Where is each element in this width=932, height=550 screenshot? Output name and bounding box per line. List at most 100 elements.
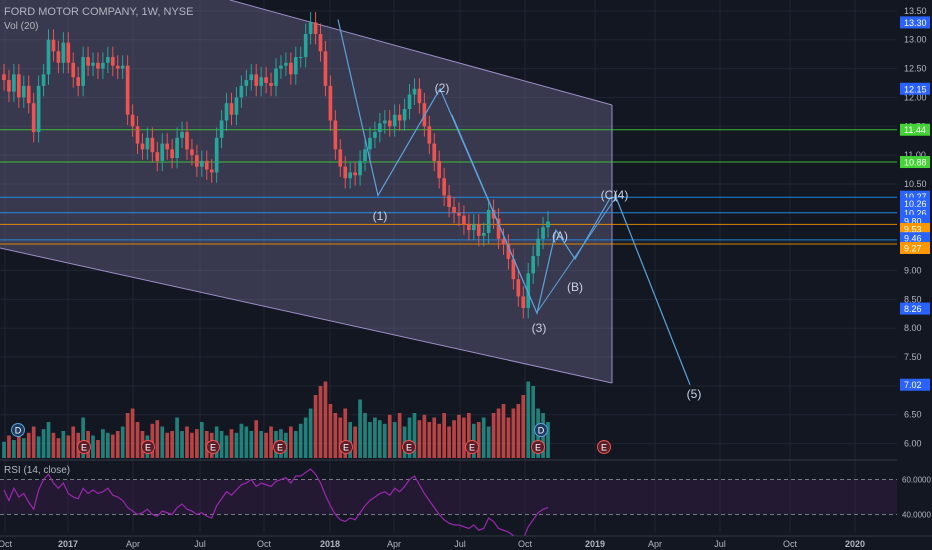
candle [209, 159, 214, 183]
volume-bar [511, 408, 516, 458]
candle [407, 84, 412, 120]
volume-bar [313, 395, 318, 458]
volume-bar [496, 408, 501, 458]
candle-body [471, 224, 476, 231]
candle [86, 46, 90, 77]
volume-bar [16, 431, 21, 458]
candle [328, 75, 333, 131]
candle [308, 12, 313, 45]
candle-body [175, 137, 179, 158]
event-marker: E [273, 440, 287, 454]
price-tag-label: 10.27 [904, 192, 927, 202]
event-marker: E [77, 440, 91, 454]
candle-body [46, 39, 51, 75]
volume-bar [264, 432, 268, 458]
price-tag-label: 10.26 [904, 208, 927, 218]
candle [96, 52, 100, 79]
volume-bar [81, 417, 85, 458]
candle-body [298, 57, 303, 59]
wave-label: (A) [552, 229, 568, 243]
volume-bar [417, 420, 422, 458]
candle [293, 46, 298, 85]
candle-body [2, 74, 6, 81]
price-tag: 12.15 [900, 82, 930, 95]
event-marker-label: E [81, 443, 87, 453]
candle [125, 55, 130, 126]
candle [160, 133, 165, 172]
candle-body [71, 62, 76, 78]
volume-bar [26, 432, 31, 458]
candle [437, 150, 442, 189]
event-marker: E [465, 440, 479, 454]
candle-body [284, 62, 288, 66]
candle [541, 216, 545, 250]
candle [56, 40, 61, 74]
candle [481, 222, 486, 247]
volume-bar [239, 423, 244, 458]
volume-bar [21, 438, 26, 458]
candle-body [412, 88, 417, 95]
event-marker: D [11, 423, 25, 437]
candle [303, 23, 308, 68]
candle-body [363, 149, 367, 161]
volume-bar [422, 414, 427, 458]
candle-body [407, 94, 412, 109]
candle [506, 234, 511, 270]
rsi-label: RSI (14, close) [4, 465, 71, 476]
volume-bar [180, 431, 184, 458]
candle [219, 110, 224, 149]
volume-bar [41, 429, 46, 458]
event-marker: E [141, 440, 155, 454]
candle-body [165, 143, 170, 150]
volume-bar [195, 429, 199, 458]
candle-body [501, 238, 506, 245]
candle [180, 121, 184, 149]
event-marker-circle [534, 423, 548, 437]
candle-body [496, 218, 501, 239]
candle-body [76, 77, 81, 86]
candle [274, 58, 278, 97]
candle [501, 228, 506, 255]
volume-bar [2, 441, 6, 458]
candle-body [368, 137, 372, 150]
candle-body [358, 160, 362, 176]
candle-body [486, 209, 491, 233]
candle [442, 167, 446, 206]
candle [392, 104, 397, 137]
volume-bar [323, 381, 328, 458]
price-tag: 10.26 [900, 197, 930, 210]
volume-bar [521, 395, 526, 458]
candle-body [378, 123, 382, 133]
volume-bar [293, 431, 298, 458]
candle-body [481, 233, 486, 236]
price-tag-box [900, 156, 930, 169]
candle-body [536, 238, 540, 257]
price-tag: 11.44 [900, 123, 930, 136]
candle-body [546, 221, 550, 228]
candle [452, 196, 456, 224]
volume-bar [249, 431, 254, 458]
volume-bar [12, 440, 16, 458]
wave-label: (2) [435, 81, 450, 95]
candle-body [353, 172, 357, 176]
volume-bar [7, 435, 11, 458]
candle-body [199, 160, 204, 167]
volume-bar [378, 420, 382, 458]
time-tick-label: Oct [518, 539, 533, 549]
volume-bar [412, 413, 417, 458]
price-tag-label: 8.26 [904, 304, 922, 314]
candle [323, 40, 328, 97]
candle-body [180, 132, 184, 138]
candle [31, 92, 36, 143]
candle-body [318, 33, 323, 52]
candle [229, 92, 234, 126]
price-tick-label: 10.50 [904, 179, 927, 189]
volume-bar [110, 434, 115, 458]
event-marker: D [534, 423, 548, 437]
candle [467, 213, 471, 241]
price-tick-label: 13.50 [904, 6, 927, 16]
event-marker-circle [11, 423, 25, 437]
candle-body [526, 273, 531, 308]
candle-body [61, 42, 66, 63]
